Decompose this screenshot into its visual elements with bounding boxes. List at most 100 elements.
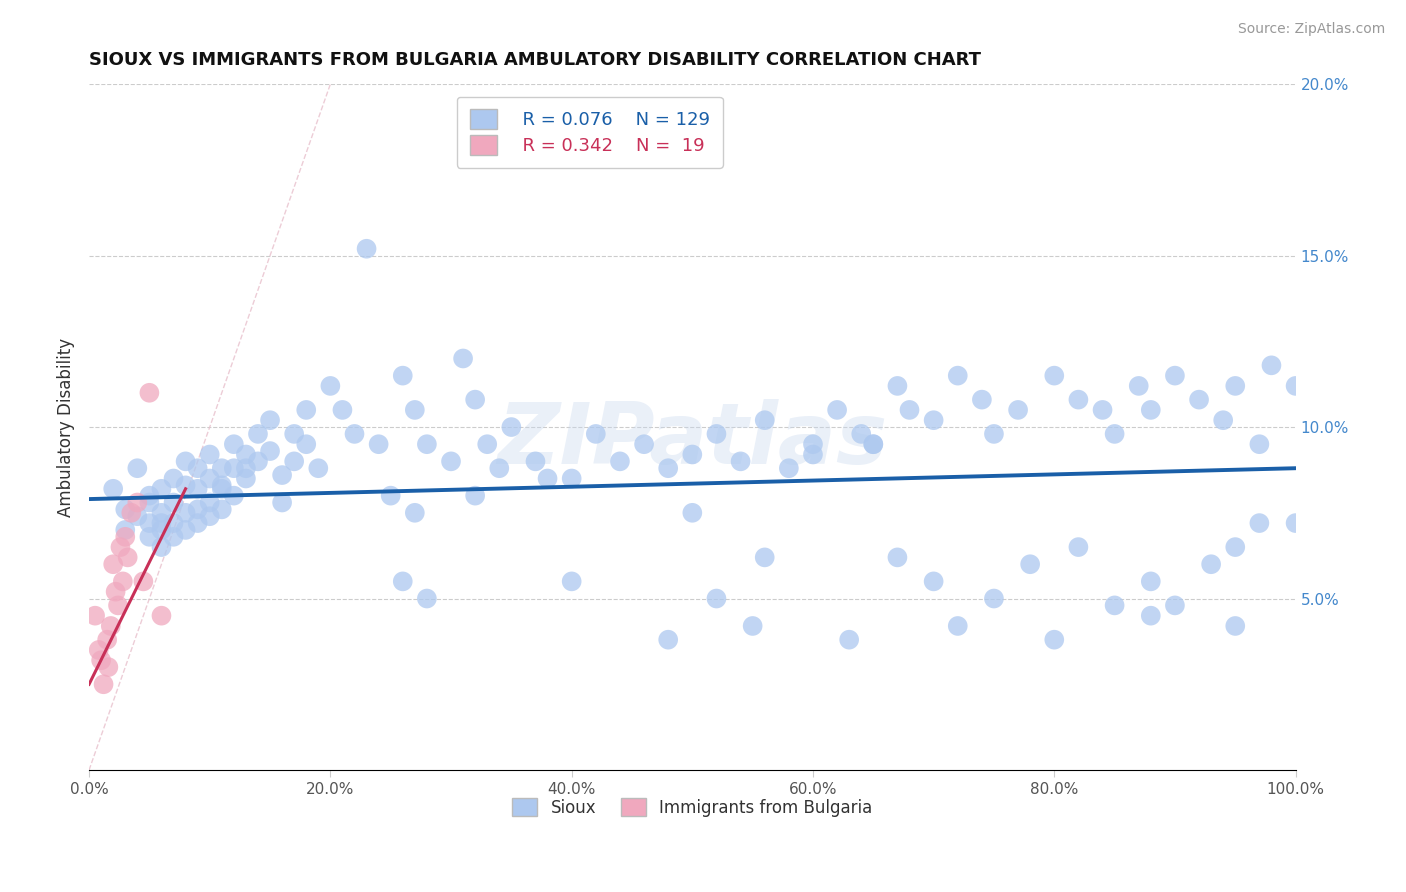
Point [187,482,209,496]
Point [90,653,112,667]
Point [271,495,294,509]
Point [706,591,728,606]
Point [150,506,173,520]
Point [681,506,703,520]
Point [127,495,149,509]
Point [211,478,233,492]
Point [380,489,402,503]
Point [754,550,776,565]
Point [609,454,631,468]
Point [174,523,197,537]
Point [127,509,149,524]
Point [585,426,607,441]
Point [391,574,413,589]
Point [404,403,426,417]
Point [97,660,120,674]
Point [898,403,921,417]
Point [198,495,221,509]
Point [174,478,197,492]
Point [754,413,776,427]
Point [138,489,160,503]
Point [259,413,281,427]
Point [87,643,110,657]
Point [343,426,366,441]
Point [561,574,583,589]
Point [741,619,763,633]
Point [138,495,160,509]
Point [211,502,233,516]
Point [120,506,142,520]
Point [187,516,209,530]
Point [416,437,439,451]
Point [107,599,129,613]
Point [114,523,136,537]
Point [838,632,860,647]
Point [1225,619,1247,633]
Point [1249,516,1271,530]
Point [1212,413,1234,427]
Point [132,574,155,589]
Point [1128,379,1150,393]
Point [1225,540,1247,554]
Point [1260,359,1282,373]
Point [319,379,342,393]
Point [138,516,160,530]
Text: Source: ZipAtlas.com: Source: ZipAtlas.com [1237,22,1385,37]
Point [922,413,945,427]
Point [222,489,245,503]
Point [367,437,389,451]
Point [222,437,245,451]
Point [295,437,318,451]
Point [222,461,245,475]
Point [187,461,209,475]
Point [1043,632,1066,647]
Point [1104,426,1126,441]
Point [174,454,197,468]
Point [150,523,173,537]
Point [211,461,233,475]
Point [235,471,257,485]
Point [111,574,134,589]
Point [862,437,884,451]
Point [1139,608,1161,623]
Point [235,461,257,475]
Point [211,482,233,496]
Point [633,437,655,451]
Point [174,506,197,520]
Point [162,530,184,544]
Point [1067,392,1090,407]
Point [488,461,510,475]
Point [477,437,499,451]
Point [1104,599,1126,613]
Point [416,591,439,606]
Point [271,468,294,483]
Point [681,448,703,462]
Point [150,516,173,530]
Point [524,454,547,468]
Point [114,530,136,544]
Point [138,530,160,544]
Point [501,420,523,434]
Point [1225,379,1247,393]
Text: SIOUX VS IMMIGRANTS FROM BULGARIA AMBULATORY DISABILITY CORRELATION CHART: SIOUX VS IMMIGRANTS FROM BULGARIA AMBULA… [89,51,981,69]
Point [657,632,679,647]
Point [110,540,132,554]
Point [862,437,884,451]
Point [283,426,305,441]
Point [1164,599,1187,613]
Point [150,482,173,496]
Point [886,550,908,565]
Point [356,242,378,256]
Point [1284,379,1306,393]
Point [1249,437,1271,451]
Point [440,454,463,468]
Point [391,368,413,383]
Legend: Sioux, Immigrants from Bulgaria: Sioux, Immigrants from Bulgaria [505,791,879,823]
Point [1199,558,1222,572]
Point [561,471,583,485]
Point [706,426,728,441]
Point [198,448,221,462]
Point [730,454,752,468]
Point [84,608,107,623]
Point [404,506,426,520]
